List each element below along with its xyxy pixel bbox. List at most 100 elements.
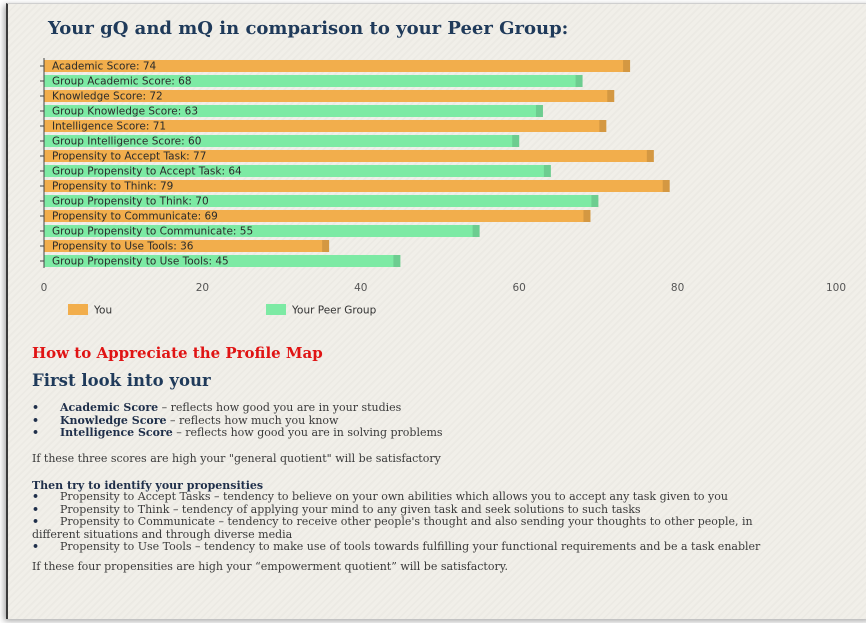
bar (44, 195, 599, 207)
bar-row: Intelligence Score: 71 (40, 120, 607, 133)
bar-end-shade (543, 165, 551, 177)
bar-label: Intelligence Score: 71 (52, 121, 166, 133)
bar-row: Group Propensity to Accept Task: 64 (40, 165, 551, 178)
list-item: Intelligence Score – reflects how good y… (32, 426, 443, 440)
bar (44, 165, 551, 177)
bar (44, 60, 631, 72)
bar-end-shade (607, 90, 615, 102)
bar-row: Group Academic Score: 68 (40, 75, 583, 88)
x-tick-label: 40 (354, 282, 367, 294)
bar (44, 75, 583, 87)
list-item-continuation: different situations and through diverse… (32, 527, 866, 542)
bar (44, 225, 480, 237)
score-desc: – reflects how good you are in solving p… (172, 426, 443, 439)
propensities-title: Then try to identify your propensities (32, 479, 264, 492)
bar-row: Knowledge Score: 72 (40, 90, 615, 103)
comparison-bar-chart: Academic Score: 74 Group Academic Score: … (40, 58, 846, 317)
report-panel: Your gQ and mQ in comparison to your Pee… (6, 3, 866, 619)
bar-label: Propensity to Accept Task: 77 (52, 151, 206, 163)
bar-end-shade (512, 135, 520, 147)
score-term: Academic Score (60, 401, 159, 414)
chart-title: Your gQ and mQ in comparison to your Pee… (48, 18, 569, 39)
bar-label: Propensity to Use Tools: 36 (52, 241, 194, 253)
x-tick-label: 0 (41, 282, 48, 294)
list-item: Propensity to Accept Tasks – tendency to… (32, 490, 866, 504)
x-tick-label: 20 (196, 282, 209, 294)
bar-label: Academic Score: 74 (52, 61, 157, 73)
bar (44, 150, 654, 162)
bar-row: Group Propensity to Use Tools: 45 (40, 255, 401, 268)
propensity-text: Propensity to Accept Tasks – tendency to… (60, 490, 728, 503)
propensity-text: Propensity to Use Tools – tendency to ma… (60, 540, 761, 553)
x-tick-label: 80 (671, 282, 684, 294)
bar-end-shade (662, 180, 670, 192)
bar-label: Group Propensity to Use Tools: 45 (52, 256, 229, 268)
bar-row: Group Knowledge Score: 63 (40, 105, 543, 118)
legend-swatch (266, 304, 286, 315)
bar-row: Propensity to Use Tools: 36 (40, 240, 330, 253)
bar-label: Group Propensity to Communicate: 55 (52, 226, 253, 238)
section-title: How to Appreciate the Profile Map (32, 344, 323, 362)
score-term: Intelligence Score (60, 426, 173, 439)
score-list: Academic Score – reflects how good you a… (32, 401, 443, 440)
score-term: Knowledge Score (60, 413, 167, 427)
bar (44, 90, 615, 102)
bar (44, 135, 520, 147)
bar-end-shade (322, 240, 330, 252)
bar-label: Propensity to Communicate: 69 (52, 211, 218, 223)
bar-label: Group Academic Score: 68 (52, 76, 192, 88)
bar-label: Propensity to Think: 79 (52, 181, 173, 193)
score-desc: – reflects how good you are in your stud… (158, 401, 402, 414)
list-item: Academic Score – reflects how good you a… (32, 401, 443, 415)
bar-row: Group Intelligence Score: 60 (40, 135, 520, 148)
bar-row: Propensity to Think: 79 (40, 180, 670, 193)
x-tick-label: 100 (826, 282, 846, 294)
list-item: Propensity to Use Tools – tendency to ma… (32, 540, 866, 554)
bar (44, 210, 591, 222)
legend: You Your Peer Group (68, 304, 377, 317)
bar (44, 240, 330, 252)
bar-end-shade (472, 225, 480, 237)
bar-label: Group Intelligence Score: 60 (52, 136, 201, 148)
bar-row: Propensity to Communicate: 69 (40, 210, 591, 223)
bar (44, 120, 607, 132)
bar-row: Group Propensity to Communicate: 55 (40, 225, 480, 238)
bar-row: Group Propensity to Think: 70 (40, 195, 599, 208)
bar-end-shade (393, 255, 401, 267)
bar-end-shade (646, 150, 654, 162)
legend-swatch (68, 304, 88, 315)
gq-note: If these three scores are high your "gen… (32, 452, 441, 465)
bar-end-shade (599, 120, 607, 132)
bar-row: Propensity to Accept Task: 77 (40, 150, 654, 163)
bar-label: Group Propensity to Accept Task: 64 (52, 166, 242, 178)
bar-end-shade (623, 60, 631, 72)
list-item: Knowledge Score – reflects how much you … (32, 413, 443, 428)
bar-label: Group Propensity to Think: 70 (52, 196, 209, 208)
bar-label: Knowledge Score: 72 (52, 91, 163, 103)
legend-item: Your Peer Group (266, 304, 377, 317)
bar-end-shade (575, 75, 583, 87)
sub-title: First look into your (32, 371, 211, 390)
bar-label: Group Knowledge Score: 63 (52, 106, 198, 118)
propensity-continuation: different situations and through diverse… (32, 527, 293, 541)
propensity-text: Propensity to Communicate – tendency to … (60, 515, 753, 528)
bar (44, 180, 670, 192)
bar (44, 255, 401, 267)
legend-item: You (68, 304, 112, 317)
mq-note: If these four propensities are high your… (32, 560, 508, 573)
x-tick-label: 60 (513, 282, 526, 294)
propensity-text: Propensity to Think – tendency of applyi… (60, 502, 641, 516)
legend-label: You (93, 305, 112, 317)
x-axis: 0 20 40 60 80 100 (41, 282, 846, 294)
bar-end-shade (583, 210, 591, 222)
propensity-list: Propensity to Accept Tasks – tendency to… (32, 490, 866, 554)
bars-layer: Academic Score: 74 Group Academic Score: … (40, 58, 670, 268)
list-item: Propensity to Think – tendency of applyi… (32, 502, 866, 517)
bar (44, 105, 543, 117)
score-desc: – reflects how much you know (166, 413, 339, 427)
bar-end-shade (535, 105, 543, 117)
legend-label: Your Peer Group (291, 305, 377, 317)
list-item: Propensity to Communicate – tendency to … (32, 515, 866, 529)
bar-end-shade (591, 195, 599, 207)
bar-row: Academic Score: 74 (40, 60, 631, 73)
